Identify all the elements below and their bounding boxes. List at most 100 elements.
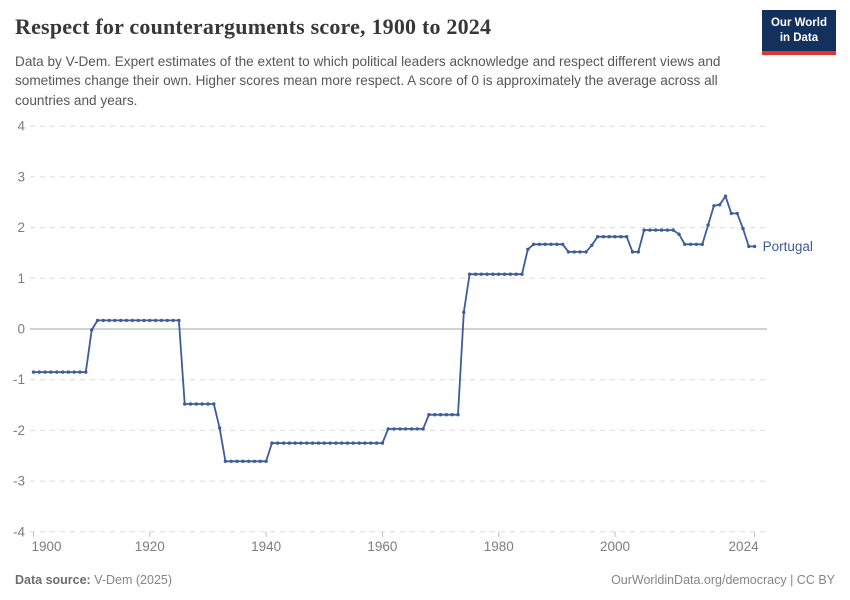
data-point[interactable] <box>421 427 425 431</box>
data-point[interactable] <box>78 370 82 374</box>
data-point[interactable] <box>386 427 390 431</box>
data-point[interactable] <box>723 194 728 198</box>
data-point[interactable] <box>235 459 239 463</box>
data-point[interactable] <box>584 250 588 254</box>
data-point[interactable] <box>741 226 745 231</box>
data-point[interactable] <box>345 441 350 445</box>
data-point[interactable] <box>433 413 437 417</box>
data-point[interactable] <box>514 272 518 276</box>
data-point[interactable] <box>578 250 582 254</box>
data-point[interactable] <box>537 242 542 246</box>
data-point[interactable] <box>66 370 71 374</box>
data-point[interactable] <box>84 370 88 374</box>
data-point[interactable] <box>572 250 576 254</box>
data-point[interactable] <box>590 243 594 247</box>
data-point[interactable] <box>619 235 623 239</box>
data-point[interactable] <box>625 235 629 239</box>
data-point[interactable] <box>200 402 204 406</box>
data-point[interactable] <box>438 413 443 417</box>
data-point[interactable] <box>171 318 175 323</box>
data-point[interactable] <box>212 402 216 406</box>
data-point[interactable] <box>142 318 146 323</box>
data-point[interactable] <box>374 441 379 445</box>
data-point[interactable] <box>688 242 693 246</box>
data-point[interactable] <box>322 441 326 445</box>
data-point[interactable] <box>694 242 699 246</box>
data-point[interactable] <box>357 441 361 445</box>
data-point[interactable] <box>613 235 617 239</box>
data-point[interactable] <box>747 244 751 249</box>
data-point[interactable] <box>276 441 280 445</box>
data-point[interactable] <box>124 318 129 323</box>
data-point[interactable] <box>648 228 652 232</box>
data-point[interactable] <box>369 441 373 445</box>
data-point[interactable] <box>630 250 635 254</box>
data-point[interactable] <box>392 427 396 431</box>
data-point[interactable] <box>595 235 600 239</box>
data-point[interactable] <box>340 441 344 445</box>
data-point[interactable] <box>380 441 385 445</box>
data-point[interactable] <box>520 272 524 276</box>
data-point[interactable] <box>310 441 315 445</box>
data-point[interactable] <box>334 441 338 445</box>
data-point[interactable] <box>659 228 664 232</box>
data-point[interactable] <box>561 242 565 246</box>
chart-plot-area[interactable]: 4 3 2 1 0 -1 -2 -3 -4 1900 1920 1940 1960 1980 2000 202… <box>0 112 850 567</box>
data-point[interactable] <box>566 250 571 254</box>
data-point[interactable] <box>473 272 478 276</box>
data-point[interactable] <box>642 228 646 232</box>
data-point[interactable] <box>72 370 76 374</box>
data-point[interactable] <box>206 402 210 406</box>
data-point[interactable] <box>398 427 402 431</box>
data-point[interactable] <box>241 459 245 463</box>
data-point[interactable] <box>159 318 164 323</box>
data-point[interactable] <box>404 427 408 431</box>
data-point[interactable] <box>462 310 466 314</box>
data-point[interactable] <box>683 242 687 246</box>
data-point[interactable] <box>60 370 65 374</box>
data-point[interactable] <box>526 247 530 252</box>
data-point[interactable] <box>130 318 135 323</box>
data-point[interactable] <box>49 370 53 374</box>
data-point[interactable] <box>555 242 559 246</box>
data-point[interactable] <box>270 441 274 445</box>
data-point[interactable] <box>700 242 704 246</box>
data-point[interactable] <box>55 370 59 374</box>
data-point[interactable] <box>328 441 332 445</box>
data-point[interactable] <box>281 441 286 445</box>
data-point[interactable] <box>549 242 553 246</box>
data-point[interactable] <box>735 211 739 216</box>
data-point[interactable] <box>479 272 483 276</box>
data-point[interactable] <box>450 413 454 417</box>
data-point[interactable] <box>217 426 222 430</box>
data-point[interactable] <box>665 228 670 232</box>
data-point[interactable] <box>456 413 460 417</box>
data-point[interactable] <box>287 441 292 445</box>
data-point[interactable] <box>188 402 193 406</box>
data-point[interactable] <box>485 272 489 276</box>
data-point[interactable] <box>316 441 321 445</box>
data-point[interactable] <box>502 272 507 276</box>
data-point[interactable] <box>415 427 419 431</box>
data-point[interactable] <box>107 318 111 323</box>
data-point[interactable] <box>305 441 309 445</box>
data-point[interactable] <box>677 232 681 236</box>
data-point[interactable] <box>351 441 355 445</box>
data-point[interactable] <box>491 272 495 276</box>
data-point[interactable] <box>258 459 262 463</box>
data-point[interactable] <box>136 318 140 323</box>
data-point[interactable] <box>444 413 449 417</box>
data-point[interactable] <box>636 250 640 254</box>
data-point[interactable] <box>113 318 117 323</box>
data-point[interactable] <box>247 459 251 463</box>
data-point[interactable] <box>467 272 472 276</box>
owid-url-link[interactable]: OurWorldinData.org/democracy | CC BY <box>611 573 835 587</box>
data-point[interactable] <box>729 211 733 216</box>
data-point[interactable] <box>194 402 198 406</box>
data-point[interactable] <box>718 203 722 207</box>
data-point[interactable] <box>183 402 187 406</box>
data-point[interactable] <box>712 204 716 208</box>
data-point[interactable] <box>671 228 675 232</box>
data-point[interactable] <box>427 413 431 417</box>
data-point[interactable] <box>229 459 233 463</box>
